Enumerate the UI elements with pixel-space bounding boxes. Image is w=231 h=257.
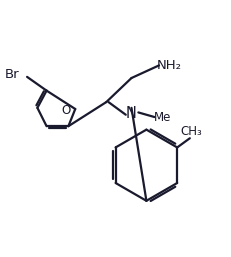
Text: O: O [61,104,70,117]
Text: CH₃: CH₃ [179,125,201,138]
Text: Br: Br [4,68,19,81]
Text: N: N [125,106,136,121]
Text: NH₂: NH₂ [156,59,181,72]
Text: Me: Me [153,111,170,124]
